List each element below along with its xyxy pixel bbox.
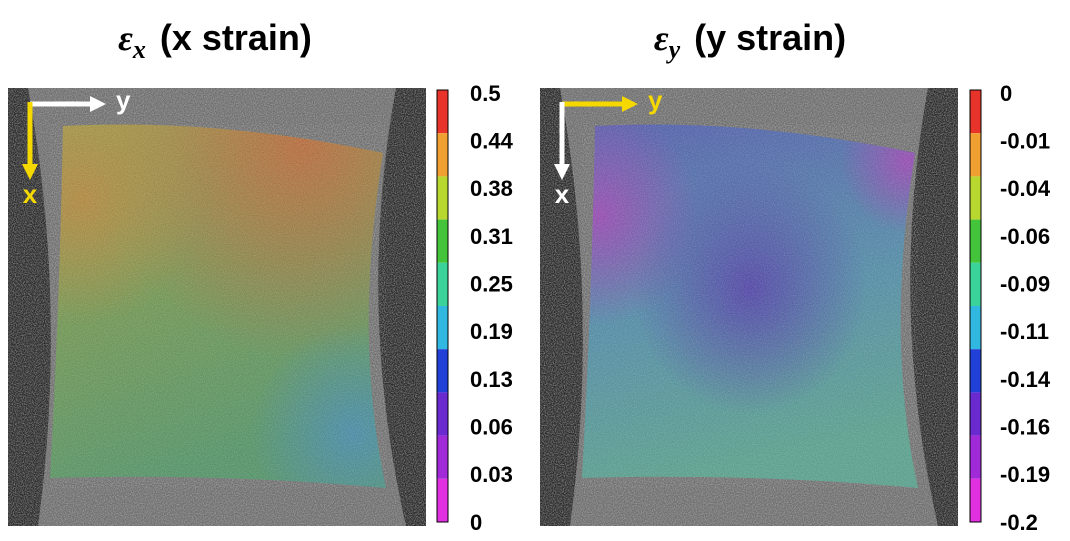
colorbar-label: -0.06	[1000, 224, 1050, 249]
colorbar-segment	[970, 306, 981, 350]
colorbar-frame	[969, 89, 982, 523]
colorbar-segment	[970, 90, 981, 134]
arrow-label: y	[648, 85, 663, 115]
panel-title: εx (x strain)	[118, 17, 312, 64]
colorbar-label: 0.44	[470, 128, 514, 153]
arrow-label: x	[555, 179, 570, 209]
colorbar-segment	[437, 392, 448, 436]
colorbar-label: 0.13	[470, 367, 513, 392]
colorbar-segment	[970, 392, 981, 436]
colorbar-label: 0.19	[470, 319, 513, 344]
colorbar-label: 0.03	[470, 462, 513, 487]
colorbar-label: 0	[1000, 81, 1012, 106]
colorbar-label: -0.04	[1000, 176, 1051, 201]
colorbar-label: -0.14	[1000, 367, 1051, 392]
colorbar-segment	[970, 219, 981, 263]
title-subscript: x	[132, 35, 146, 64]
arrow-head	[22, 164, 38, 180]
colorbar-segment	[437, 349, 448, 393]
colorbar-segment	[970, 262, 981, 306]
colorbar-segment	[437, 90, 448, 134]
colorbar-label: -0.2	[1000, 510, 1038, 535]
colorbar-label: -0.01	[1000, 128, 1050, 153]
colorbar-frame	[436, 89, 449, 523]
colorbar-label: -0.11	[1000, 319, 1049, 344]
colorbar-segment	[437, 219, 448, 263]
colorbar-label: 0.06	[470, 414, 513, 439]
colorbar-label: 0.5	[470, 81, 501, 106]
colorbar-segment	[970, 349, 981, 393]
colorbar-segment	[437, 176, 448, 220]
strain-field-speckle	[50, 124, 386, 488]
arrow-label: x	[23, 179, 38, 209]
strain-field-speckle	[582, 124, 918, 488]
title-subscript: y	[666, 35, 681, 64]
colorbar-segment	[437, 478, 448, 522]
colorbar-segment	[970, 478, 981, 522]
title-text: (x strain)	[160, 17, 312, 58]
arrow-head	[554, 164, 570, 180]
arrow-label: y	[116, 85, 131, 115]
colorbar-segment	[437, 435, 448, 479]
colorbar-segment	[437, 133, 448, 177]
colorbar-segment	[970, 176, 981, 220]
colorbar-segment	[970, 435, 981, 479]
arrow-head	[622, 96, 638, 112]
colorbar-segment	[437, 262, 448, 306]
title-symbol: ε	[118, 18, 133, 58]
title-symbol: ε	[654, 18, 669, 58]
panel-title: εy (y strain)	[654, 17, 846, 64]
colorbar-label: 0.31	[470, 224, 513, 249]
colorbar-label: 0.38	[470, 176, 513, 201]
colorbar-label: 0	[470, 510, 482, 535]
colorbar-label: -0.09	[1000, 271, 1050, 296]
panel: y x εy (y strain) 0 -0.01 -0.04 -0.06 -0.09 -0.11…	[540, 17, 1051, 535]
arrow-head	[90, 96, 106, 112]
colorbar-label: -0.16	[1000, 414, 1050, 439]
title-text: (y strain)	[694, 17, 846, 58]
colorbar-label: -0.19	[1000, 462, 1050, 487]
colorbar-segment	[970, 133, 981, 177]
colorbar-label: 0.25	[470, 271, 513, 296]
colorbar-segment	[437, 306, 448, 350]
